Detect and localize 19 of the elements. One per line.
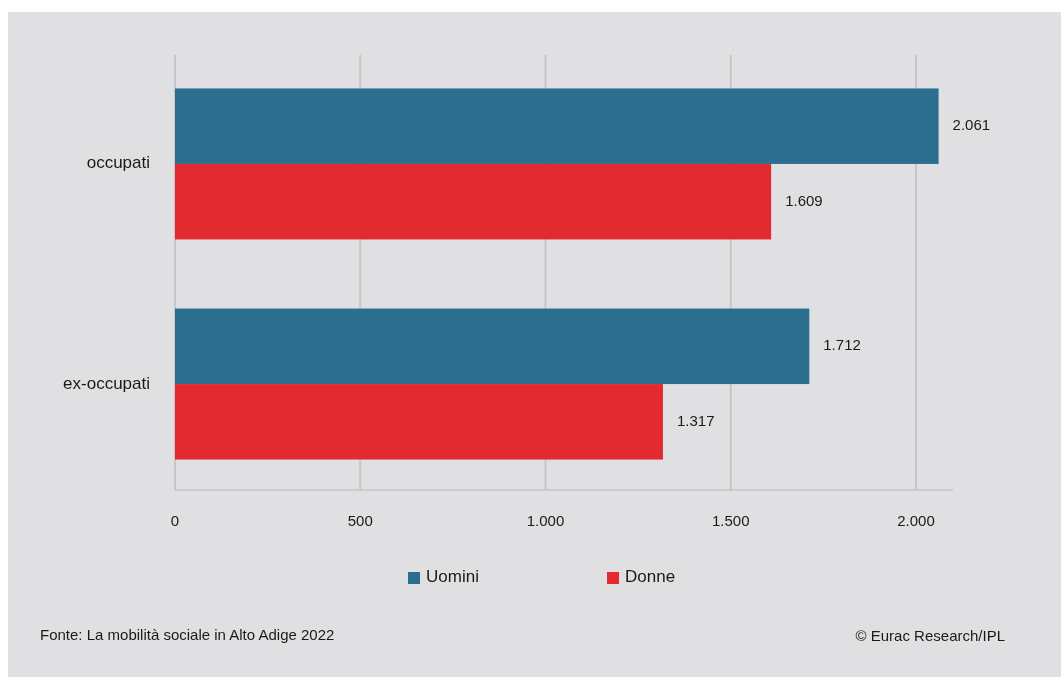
x-tick-label: 500 bbox=[347, 511, 373, 529]
y-tick-label: occupati bbox=[86, 153, 150, 173]
x-tick-label: 1.500 bbox=[711, 511, 750, 529]
x-tick-label: 0 bbox=[170, 511, 180, 529]
bar bbox=[175, 88, 939, 164]
bar bbox=[175, 384, 663, 460]
text: © Eurac Research/IPL bbox=[855, 626, 1005, 644]
data-label: 1.317 bbox=[676, 411, 715, 429]
legend-label: Uomini bbox=[426, 567, 479, 587]
data-label: 2.061 bbox=[952, 116, 991, 134]
x-tick-label: 2.000 bbox=[897, 511, 935, 529]
source-note: Fonte: La mobilità sociale in Alto Adige 2022 bbox=[40, 625, 335, 643]
data-label: 1.712 bbox=[823, 336, 861, 354]
legend-label: Donne bbox=[625, 567, 676, 587]
bar bbox=[175, 308, 810, 385]
x-tick-label: 1.000 bbox=[526, 511, 565, 529]
y-tick-label: ex-occupati bbox=[63, 373, 150, 393]
bar bbox=[175, 163, 772, 240]
data-label: 1.609 bbox=[785, 191, 823, 209]
